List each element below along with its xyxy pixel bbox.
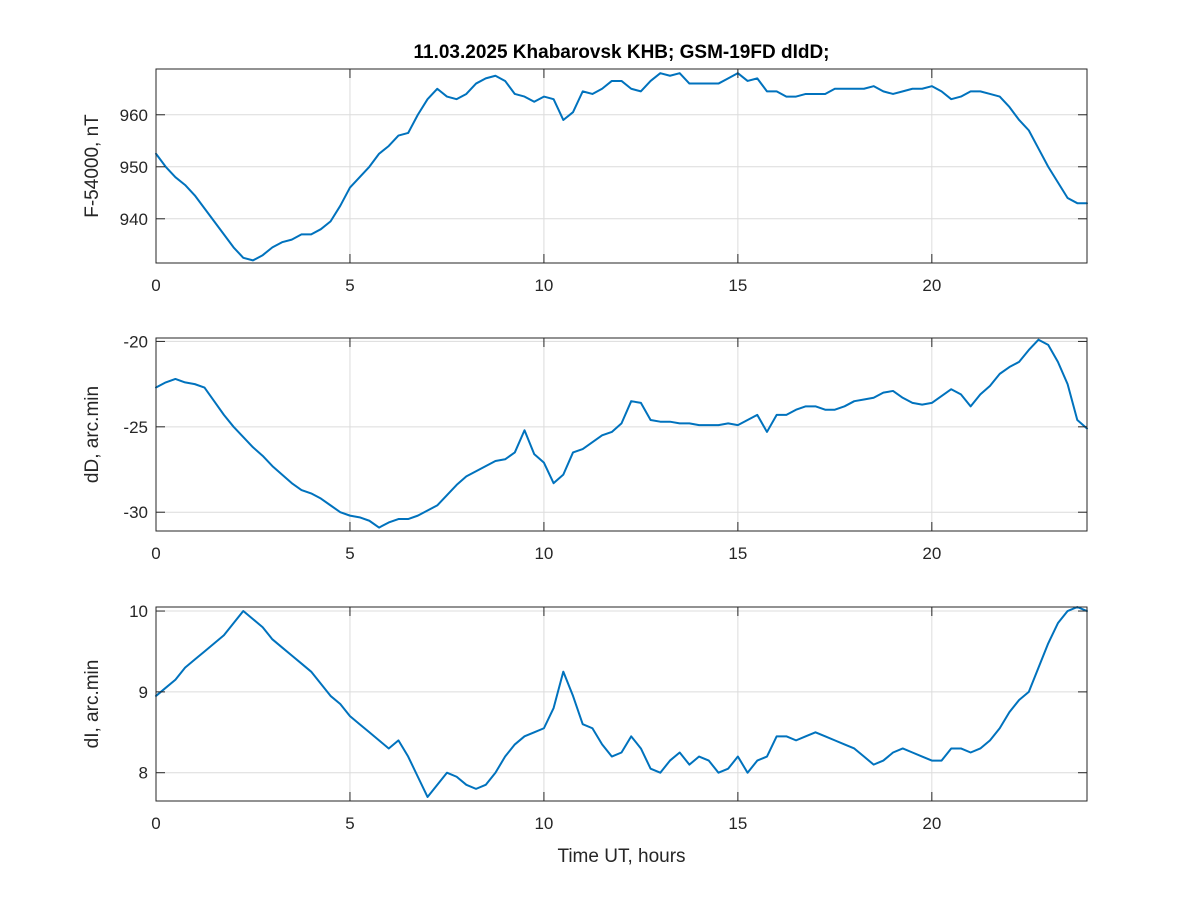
y-tick-label: -25 [123,418,148,437]
plot-area [156,607,1087,801]
y-tick-label: -20 [123,332,148,351]
x-tick-label: 5 [345,544,354,563]
y-axis-label: dI, arc.min [82,660,103,749]
x-tick-label: 15 [728,814,747,833]
y-tick-label: 950 [120,158,148,177]
series-line-f [155,72,1088,262]
plot-area [156,338,1087,531]
axes-frame [155,337,1088,532]
x-tick-label: 20 [922,276,941,295]
x-tick-label: 0 [151,276,160,295]
x-tick-label: 15 [728,276,747,295]
subplot-f: 0 5 10 15 20 940 950 960 F-54000, nT [82,68,1088,295]
x-tick-label: 5 [345,276,354,295]
axes-frame [155,606,1088,802]
subplot-di: 0 5 10 15 20 8 9 10 dI, arc.min [82,602,1088,833]
y-tick-label: -30 [123,503,148,522]
y-axis-label: F-54000, nT [82,114,103,218]
x-tick-label: 0 [151,814,160,833]
plot-area [156,69,1087,263]
y-tick-label: 940 [120,210,148,229]
x-tick-label: 10 [534,544,553,563]
x-tick-label: 15 [728,544,747,563]
y-tick-label: 9 [139,683,148,702]
y-axis-label: dD, arc.min [82,386,103,483]
axes-frame [155,68,1088,264]
y-tick-label: 8 [139,764,148,783]
y-tick-label: 960 [120,106,148,125]
y-tick-label: 10 [129,602,148,621]
x-tick-label: 20 [922,814,941,833]
subplot-dd: 0 5 10 15 20 -30 -25 -20 dD, arc.min [82,332,1088,563]
series-line-di [155,606,1088,798]
x-tick-label: 5 [345,814,354,833]
x-tick-label: 20 [922,544,941,563]
x-tick-label: 0 [151,544,160,563]
x-axis-label: Time UT, hours [557,846,685,867]
series-line-dd [155,338,1088,529]
x-tick-label: 10 [534,276,553,295]
x-tick-label: 10 [534,814,553,833]
chart-title: 11.03.2025 Khabarovsk KHB; GSM-19FD dIdD… [413,42,829,63]
